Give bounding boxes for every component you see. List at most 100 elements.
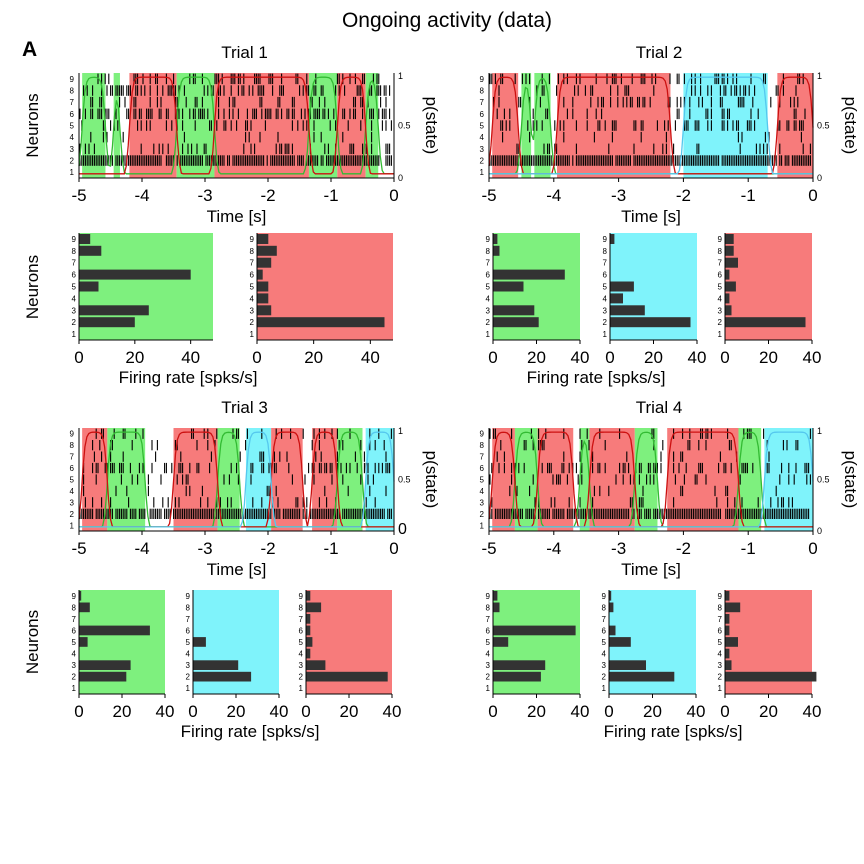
- pstate-curve-green: [489, 431, 813, 528]
- firing-rate-bar: [79, 269, 191, 280]
- firing-rate-bar: [725, 245, 734, 256]
- pstate-curve-green: [78, 76, 394, 175]
- y-tick-label: 4: [186, 650, 191, 659]
- y-tick-label: 3: [250, 306, 255, 315]
- x-tick-label: 0: [188, 702, 197, 721]
- firing-rate-bar: [257, 269, 263, 280]
- y-tick-label: 4: [72, 294, 77, 303]
- y-tick-label: 2: [486, 673, 491, 682]
- y-tick-label: 8: [72, 603, 77, 612]
- y-tick-label: 2: [602, 673, 607, 682]
- firing-rate-bar: [493, 602, 500, 613]
- firing-rate-bar: [609, 671, 675, 682]
- y-tick-label: 3: [70, 145, 75, 154]
- y-tick-label: 7: [186, 615, 191, 624]
- y2-tick-label: 0: [817, 526, 822, 536]
- firing-rate-bar: [306, 637, 313, 647]
- firing-rate-bar: [79, 671, 127, 682]
- x-tick-label: 40: [181, 348, 200, 367]
- y-tick-label: 6: [486, 271, 491, 280]
- firing-rate-bar: [725, 602, 741, 613]
- raster-title: Trial 3: [221, 398, 268, 417]
- y-tick-label: 8: [70, 87, 75, 96]
- firing-rate-bar: [306, 602, 322, 613]
- y-tick-label: 6: [480, 110, 485, 119]
- y-tick-label: 4: [70, 133, 75, 142]
- figure-title: Ongoing activity (data): [342, 9, 552, 32]
- firing-rate-bar: [493, 625, 576, 636]
- y-tick-label: 5: [186, 638, 191, 647]
- x-tick-label: 0: [808, 186, 817, 205]
- firing-rate-bar: [493, 281, 524, 292]
- y-tick-label: 4: [603, 294, 608, 303]
- y-tick-label: 8: [480, 87, 485, 96]
- x-tick-label: 0: [604, 702, 613, 721]
- firing-rate-bar: [725, 317, 806, 328]
- x-tick-label: 0: [720, 702, 729, 721]
- y-tick-label: 1: [299, 684, 304, 693]
- y-tick-label: 2: [70, 157, 75, 166]
- bar-chart-trial-3-cyan: 1 2 3 4 5 6 7 8 9 0 20 40: [186, 590, 289, 721]
- y-tick-label: 5: [72, 283, 77, 292]
- y-tick-label: 6: [486, 626, 491, 635]
- firing-rate-bar: [79, 317, 135, 328]
- state-segment-green: [514, 428, 538, 531]
- firing-rate-bar: [725, 637, 738, 647]
- firing-rate-bar: [257, 317, 385, 328]
- x-tick-label: -3: [197, 539, 212, 558]
- neurons-axis-label: Neurons: [23, 255, 42, 319]
- y-tick-label: 5: [70, 122, 75, 131]
- y-tick-label: 8: [480, 441, 485, 450]
- y2-axis-label: p(state): [422, 451, 441, 509]
- y-tick-label: 4: [718, 294, 723, 303]
- firing-rate-bar: [257, 281, 269, 292]
- y-tick-label: 3: [486, 306, 491, 315]
- y2-tick-label: 0.5: [398, 121, 411, 131]
- y-tick-label: 5: [718, 638, 723, 647]
- y-tick-label: 2: [72, 673, 77, 682]
- firing-rate-bar: [493, 590, 498, 601]
- x-tick-label: 0: [74, 702, 83, 721]
- firing-rate-bar: [493, 317, 539, 328]
- y-tick-label: 9: [250, 235, 255, 244]
- y-tick-label: 6: [299, 626, 304, 635]
- y-tick-label: 8: [186, 603, 191, 612]
- y2-tick-label: 0.5: [398, 475, 411, 485]
- y-tick-label: 4: [602, 650, 607, 659]
- raster-chart-trial-2: 1 2 3 4 5 6 7 8 9 -5 -4 -3 -2 -1 00 0.5 1 Trial 2 Time [s]…: [480, 43, 860, 226]
- y-tick-label: 6: [70, 464, 75, 473]
- x-tick-label: 20: [527, 348, 546, 367]
- y-tick-label: 8: [70, 441, 75, 450]
- y-tick-label: 7: [480, 453, 485, 462]
- y-tick-label: 2: [186, 673, 191, 682]
- x-tick-label: 40: [803, 348, 822, 367]
- y-tick-label: 4: [486, 294, 491, 303]
- y-tick-label: 4: [72, 650, 77, 659]
- state-segment-green: [521, 73, 532, 178]
- x-tick-label: -3: [611, 539, 626, 558]
- firing-rate-bar: [609, 625, 616, 636]
- raster-chart-trial-4: 1 2 3 4 5 6 7 8 9 -5 -4 -3 -2 -1 00 0.5 1 Trial 4 Time [s]…: [480, 398, 860, 579]
- y-tick-label: 3: [718, 661, 723, 670]
- bar-chart-trial-4-red: 1 2 3 4 5 6 7 8 9 0 20 40: [718, 590, 821, 721]
- state-segment-green: [113, 73, 120, 178]
- x-tick-label: 0: [488, 348, 497, 367]
- y-tick-label: 9: [486, 235, 491, 244]
- firing-rate-bar: [725, 293, 730, 304]
- bar-chart-trial-2-green: 1 2 3 4 5 6 7 8 9 0 20 40: [486, 233, 589, 367]
- x-axis-label: Time [s]: [621, 560, 681, 579]
- y-tick-label: 5: [486, 283, 491, 292]
- y-tick-label: 5: [486, 638, 491, 647]
- y-tick-label: 6: [480, 464, 485, 473]
- firing-rate-axis-label: Firing rate [spks/s]: [181, 722, 320, 741]
- x-axis-label: Time [s]: [207, 560, 267, 579]
- firing-rate-bar: [493, 660, 546, 670]
- y2-tick-label: 0: [398, 173, 403, 183]
- y-tick-label: 1: [70, 521, 75, 530]
- y-tick-label: 8: [250, 247, 255, 256]
- y-axis-label: Neurons: [23, 93, 42, 157]
- x-tick-label: 40: [270, 702, 289, 721]
- x-tick-label: -5: [481, 186, 496, 205]
- y-tick-label: 8: [603, 247, 608, 256]
- y2-axis-label: p(state): [841, 97, 860, 155]
